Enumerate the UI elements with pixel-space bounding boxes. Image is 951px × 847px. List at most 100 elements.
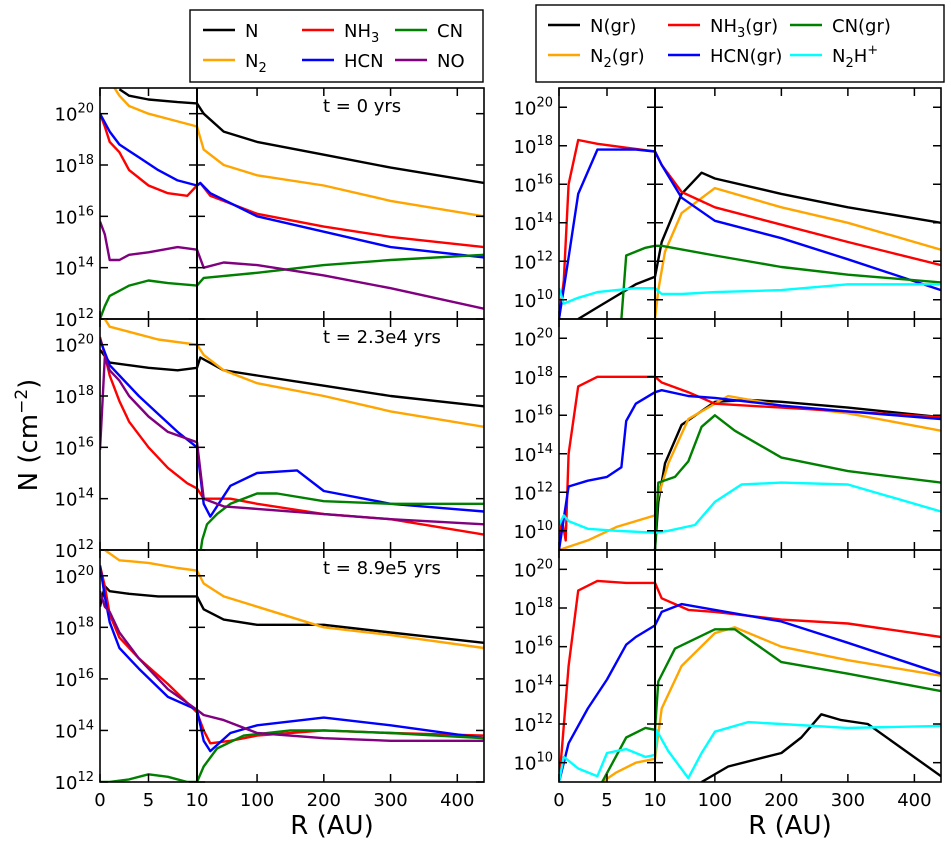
y-tick-label: 1018 <box>55 384 94 408</box>
panel-frame <box>558 549 942 783</box>
series-line-NH3-gas-t2 <box>100 565 484 745</box>
y-tick-label: 1016 <box>55 435 94 459</box>
series-line-CN-gas-t2 <box>100 729 484 782</box>
legend-entry: N(gr) <box>590 16 636 37</box>
legend-entry: NH3(gr) <box>710 16 778 41</box>
y-tick-label: 1012 <box>514 249 553 273</box>
series-line-CN-gas-t1 <box>199 492 484 550</box>
y-tick-label: 1016 <box>55 667 94 691</box>
y-tick-label: 1014 <box>55 256 94 280</box>
series-line-N2H-grain-t0 <box>559 283 941 305</box>
series-line-NO-gas-t2 <box>100 590 484 742</box>
panel-grain-t2: 1010 1012 1014 1016 1018 1020 <box>514 549 942 783</box>
panel-gas-t0: 1012 1014 1016 1018 1020 t = 0 yrs <box>55 87 485 331</box>
panel-grain-t0: 1010 1012 1014 1016 1018 1020 <box>514 87 942 320</box>
y-tick-label: 1014 <box>514 673 553 697</box>
y-tick-label: 1014 <box>514 211 553 235</box>
y-tick-label: 1018 <box>514 596 553 620</box>
y-tick-label: 1016 <box>514 172 553 196</box>
series-line-N2-gas-t1 <box>103 319 484 428</box>
legend-entry: N2H+ <box>832 43 878 71</box>
legend-entry: N <box>245 21 258 42</box>
y-tick-label: 1020 <box>514 95 553 119</box>
series-line-N-gas-t2 <box>100 584 484 644</box>
series-line-CN-grain-t0 <box>620 244 941 319</box>
y-tick-label: 1018 <box>55 153 94 177</box>
y-tick-label: 1010 <box>514 751 553 775</box>
y-tick-label: 1016 <box>55 204 94 228</box>
time-label: t = 8.9e5 yrs <box>323 558 441 579</box>
panel-grain-t1: 1010 1012 1014 1016 1018 1020 <box>514 318 942 551</box>
y-tick-label: 1018 <box>514 365 553 389</box>
time-label: t = 0 yrs <box>323 96 401 117</box>
x-tick-label: 5 <box>601 790 612 811</box>
series-line-N-gas-t1 <box>100 349 484 408</box>
x-tick-label: 300 <box>373 790 407 811</box>
series-line-N-grain-t0 <box>577 171 941 319</box>
panel-gas-t2: 1012 1014 1016 1018 1020 t = 8.9e5 yrs <box>55 549 485 794</box>
x-tick-label: 10 <box>644 790 667 811</box>
y-tick-label: 1012 <box>514 712 553 736</box>
x-tick-label: 200 <box>307 790 341 811</box>
panel-frame <box>558 318 942 551</box>
legend-gas: N N2 NH3 HCN CN NO <box>189 9 484 83</box>
y-tick-label: 1020 <box>514 557 553 581</box>
y-tick-label: 1014 <box>55 487 94 511</box>
panel-frame <box>99 87 485 320</box>
legend-entry: N2 <box>245 51 267 76</box>
legend-entry: NH3 <box>344 21 379 46</box>
x-tick-label: 300 <box>831 790 865 811</box>
legend-entry: CN(gr) <box>832 16 891 37</box>
series-line-HCN-grain-t1 <box>559 389 941 550</box>
series-line-CN-grain-t2 <box>601 628 941 782</box>
y-tick-label: 1020 <box>55 102 94 126</box>
series-line-CN-gas-t0 <box>100 253 484 319</box>
series-line-HCN-gas-t0 <box>100 113 484 259</box>
x-axis-label: R (AU) <box>748 811 831 841</box>
y-tick-label: 1010 <box>514 519 553 543</box>
y-axis-label: N (cm−2) <box>12 379 44 492</box>
x-tick-label: 100 <box>240 790 274 811</box>
panel-frame <box>99 549 485 783</box>
legend-entry: HCN <box>344 51 384 72</box>
legend-entry: NO <box>437 51 465 72</box>
x-tick-label: 0 <box>553 790 564 811</box>
panel-gas-t1: 1012 1014 1016 1018 1020 t = 2.3e4 yrs <box>55 318 485 562</box>
x-tick-label: 200 <box>764 790 798 811</box>
x-tick-label: 400 <box>440 790 474 811</box>
y-tick-label: 1018 <box>55 615 94 639</box>
series-line-NO-gas-t1 <box>100 356 484 526</box>
series-line-HCN-gas-t2 <box>100 565 484 753</box>
x-tick-label: 0 <box>94 790 105 811</box>
y-tick-label: 1012 <box>55 307 94 331</box>
y-tick-label: 1018 <box>514 134 553 158</box>
series-line-N2-gas-t0 <box>113 88 484 218</box>
series-line-NH3-gas-t0 <box>100 113 484 249</box>
y-tick-label: 1012 <box>514 480 553 504</box>
x-tick-label: 400 <box>897 790 931 811</box>
y-tick-label: 1016 <box>514 635 553 659</box>
y-tick-label: 1016 <box>514 403 553 427</box>
x-tick-label: 10 <box>186 790 209 811</box>
legend-grain: N(gr) N2(gr) NH3(gr) HCN(gr) CN(gr) N2H+ <box>535 4 945 83</box>
series-line-N2-gas-t2 <box>104 550 484 650</box>
series-line-N2-grain-t2 <box>601 626 941 782</box>
series-line-N2-grain-t1 <box>559 394 941 550</box>
series-line-NH3-gas-t1 <box>100 336 484 536</box>
y-tick-label: 1010 <box>514 288 553 312</box>
series-line-HCN-gas-t1 <box>100 339 484 518</box>
y-tick-label: 1012 <box>55 770 94 794</box>
y-tick-label: 1012 <box>55 538 94 562</box>
panel-frame <box>99 318 485 551</box>
y-tick-label: 1020 <box>55 564 94 588</box>
x-tick-label: 100 <box>698 790 732 811</box>
y-tick-label: 1020 <box>55 333 94 357</box>
legend-entry: HCN(gr) <box>710 46 782 67</box>
series-line-N2H-grain-t1 <box>559 481 941 534</box>
legend-entry: N2(gr) <box>590 46 645 71</box>
time-label: t = 2.3e4 yrs <box>323 327 441 348</box>
legend-entry: CN <box>437 21 463 42</box>
series-line-N-gas-t0 <box>118 88 484 185</box>
x-tick-label: 5 <box>143 790 154 811</box>
